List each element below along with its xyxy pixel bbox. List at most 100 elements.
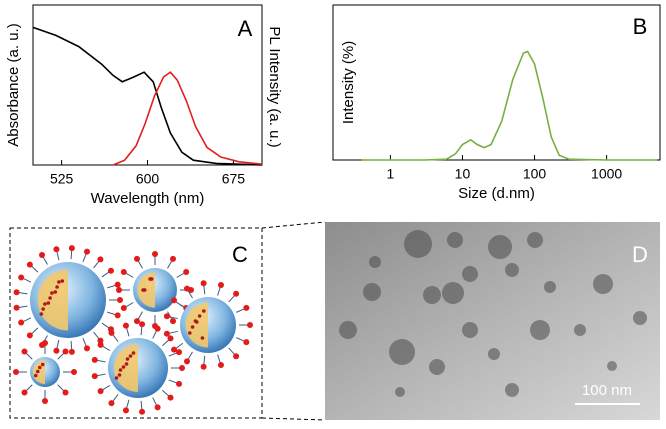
dye: [124, 362, 129, 366]
polymer-chain: [96, 373, 106, 377]
dye: [114, 376, 119, 380]
end-group: [114, 281, 121, 288]
end-group: [53, 347, 60, 354]
polymer-chain: [175, 342, 184, 349]
end-group: [107, 267, 114, 274]
polymer-chain: [137, 311, 143, 320]
end-group: [183, 269, 190, 275]
polymer-chain: [56, 251, 60, 261]
polymer-chain: [187, 290, 193, 299]
particle: [527, 232, 543, 248]
polymer-chain: [93, 331, 100, 340]
particle: [488, 348, 500, 360]
particle: [505, 383, 519, 397]
end-group: [176, 349, 183, 356]
end-group: [154, 325, 161, 332]
polymer-chain: [57, 352, 65, 360]
plot-frame: [332, 4, 661, 161]
polymer-chain: [168, 330, 178, 334]
end-group: [243, 339, 250, 346]
dye: [200, 336, 205, 340]
dye: [53, 290, 58, 294]
polymer-chain: [162, 339, 170, 347]
end-group: [114, 312, 121, 319]
data-line: [361, 50, 657, 161]
end-group: [247, 322, 253, 328]
polymer-chain: [176, 272, 185, 278]
end-group: [13, 369, 19, 375]
polymer-chain: [70, 340, 73, 350]
particle: [607, 361, 617, 371]
polymer-chain: [82, 253, 87, 263]
end-group: [42, 340, 48, 346]
polymer-chain: [22, 277, 32, 283]
end-group: [116, 287, 122, 293]
end-group: [120, 269, 127, 275]
plot-frame: [32, 4, 263, 166]
data-line: [32, 26, 263, 166]
polymer-chain: [217, 286, 221, 296]
polymer-chain: [56, 339, 60, 349]
x-axis-label: Size (d.nm): [458, 185, 535, 202]
end-group: [200, 363, 207, 370]
dye: [55, 285, 59, 289]
particle: [462, 266, 478, 282]
micelle-illustration: [13, 245, 253, 415]
end-group: [18, 274, 25, 281]
micelle-core: [185, 302, 208, 348]
end-group: [91, 356, 98, 363]
panel-c-frame: [9, 227, 263, 419]
particle: [429, 359, 445, 375]
polymer-chain: [102, 384, 111, 391]
polymer-chain: [22, 317, 32, 323]
x-tick-label: 600: [136, 171, 160, 187]
end-group: [97, 256, 104, 263]
polymer-chain: [228, 347, 236, 356]
end-group: [39, 251, 45, 258]
dye: [118, 368, 123, 372]
x-tick-label: 1000: [591, 166, 622, 182]
end-group: [120, 305, 127, 311]
end-group: [122, 322, 129, 329]
polymer-chain: [107, 311, 116, 316]
y-axis-label: Absorbance (a. u.): [5, 23, 22, 146]
polymer-chain: [152, 397, 158, 406]
polymer-chain: [162, 389, 170, 397]
end-group: [83, 345, 90, 352]
polymer-chain: [31, 265, 39, 273]
x-tick-label: 675: [222, 171, 246, 187]
end-group: [18, 319, 25, 326]
end-group: [217, 361, 224, 368]
end-group: [97, 341, 104, 348]
dye: [188, 331, 192, 335]
dye: [41, 307, 45, 311]
particle: [389, 339, 415, 365]
end-group: [170, 318, 176, 325]
dye: [121, 365, 126, 369]
particle: [505, 263, 519, 277]
dye: [117, 373, 122, 377]
polymer-chain: [101, 271, 110, 278]
end-group: [108, 400, 115, 407]
particle: [574, 324, 586, 336]
dye: [193, 319, 198, 323]
end-group: [176, 380, 183, 387]
polymer-chain: [107, 284, 116, 289]
dye: [148, 277, 152, 281]
dye: [37, 365, 42, 370]
polymer-chain: [168, 379, 178, 384]
particle: [404, 230, 432, 258]
polymer-chain: [203, 285, 206, 295]
dye: [35, 369, 40, 374]
end-group: [42, 398, 48, 404]
polymer-chain: [168, 316, 178, 320]
polymer-chain: [18, 292, 28, 295]
y2-axis-label: PL Intensity (a. u.): [266, 26, 283, 147]
dye: [197, 314, 202, 318]
end-group: [62, 389, 69, 396]
polymer-chain: [112, 394, 119, 402]
polymer-chain: [236, 308, 245, 313]
polymer-chain: [187, 351, 193, 360]
x-tick-label: 525: [50, 171, 74, 187]
